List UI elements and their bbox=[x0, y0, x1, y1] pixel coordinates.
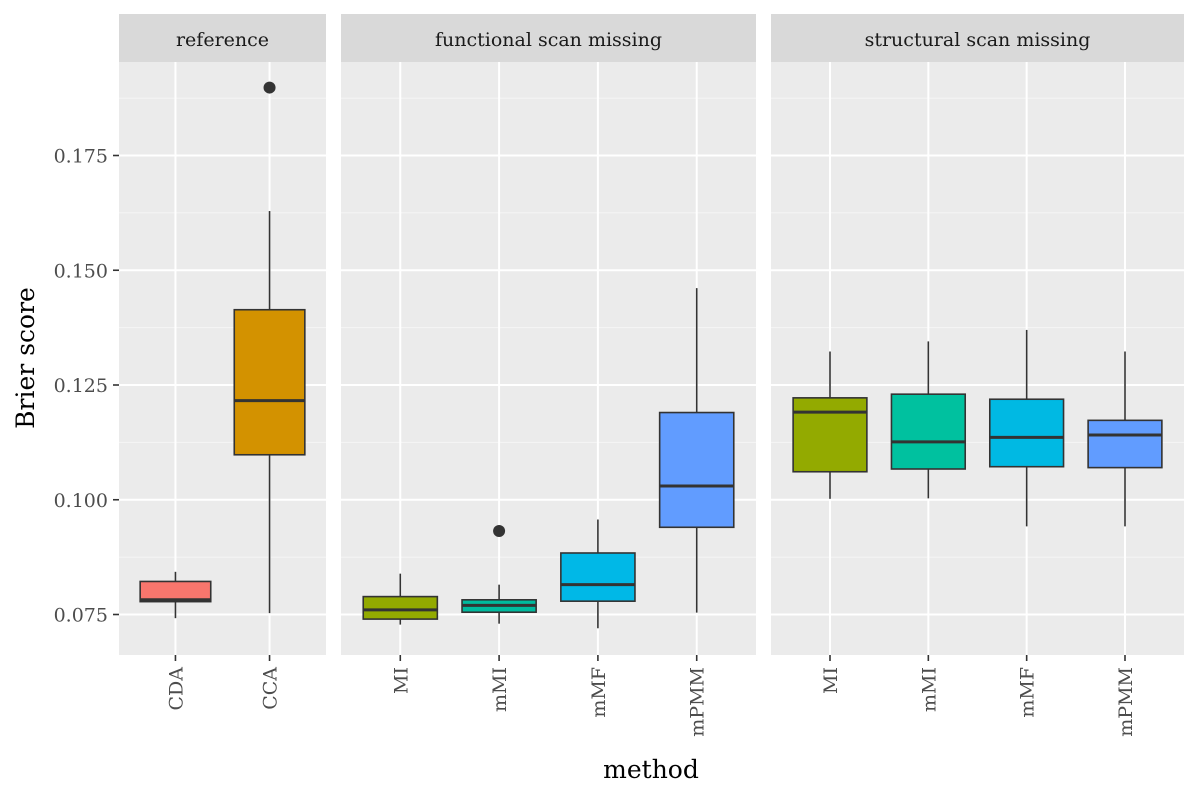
box-body bbox=[139, 580, 212, 603]
facet-strip bbox=[119, 14, 326, 62]
facet-panel: functional scan missing MI mMI mMF mPMM bbox=[341, 14, 756, 737]
box-mpmm: mPMM bbox=[1087, 351, 1163, 737]
box-body bbox=[560, 552, 636, 602]
box-mmf: mMF bbox=[988, 329, 1065, 718]
facet-panel: structural scan missing MI mMI mMF mPMM bbox=[771, 14, 1184, 737]
x-tick-label: mMF bbox=[588, 667, 610, 718]
y-tick-label: 0.125 bbox=[54, 375, 108, 397]
x-tick-label: mPMM bbox=[1115, 667, 1137, 737]
box-body bbox=[233, 308, 306, 456]
panel-background bbox=[771, 62, 1184, 655]
x-tick-label: mMI bbox=[489, 667, 511, 712]
facet-strip-label: structural scan missing bbox=[865, 29, 1091, 51]
box-body bbox=[1087, 419, 1163, 469]
box-body bbox=[988, 398, 1065, 468]
box-body bbox=[890, 393, 967, 470]
facet-strip bbox=[771, 14, 1184, 62]
box-mi: MI bbox=[792, 351, 868, 694]
x-tick-label: mMI bbox=[918, 667, 940, 712]
panel-background bbox=[341, 62, 756, 655]
facet-strip bbox=[341, 14, 756, 62]
outlier-point bbox=[263, 81, 276, 94]
box-body bbox=[658, 411, 735, 529]
y-tick-label: 0.100 bbox=[54, 490, 108, 512]
box-cda: CDA bbox=[139, 571, 212, 711]
facet-panel: reference CDA CCA bbox=[119, 14, 326, 711]
y-axis-title: Brier score bbox=[11, 287, 40, 429]
box-mmi: mMI bbox=[890, 341, 967, 712]
x-axis-title: method bbox=[603, 755, 699, 784]
y-axis: 0.075 0.100 0.125 0.150 0.175 bbox=[54, 146, 119, 627]
x-tick-label: mMF bbox=[1017, 667, 1039, 718]
box-body bbox=[792, 397, 868, 473]
y-tick-label: 0.150 bbox=[54, 260, 108, 282]
box-mi: MI bbox=[362, 573, 439, 694]
facet-strip-label: functional scan missing bbox=[435, 29, 662, 51]
x-tick-label: MI bbox=[390, 667, 412, 694]
y-tick-label: 0.075 bbox=[54, 605, 108, 627]
facet-strip-label: reference bbox=[176, 29, 269, 51]
box-mmi: mMI bbox=[461, 524, 537, 712]
x-tick-label: CDA bbox=[165, 667, 187, 711]
box-cca: CCA bbox=[233, 81, 306, 710]
x-tick-label: mPMM bbox=[687, 667, 709, 737]
box-mpmm: mPMM bbox=[658, 288, 735, 737]
x-tick-label: CCA bbox=[260, 667, 282, 710]
box-body bbox=[362, 595, 439, 620]
panels-layer: reference CDA CCA functional scan missing MI… bbox=[119, 14, 1184, 737]
outlier-point bbox=[493, 524, 506, 537]
y-tick-label: 0.175 bbox=[54, 146, 108, 168]
box-mmf: mMF bbox=[560, 519, 636, 718]
x-tick-label: MI bbox=[820, 667, 842, 694]
